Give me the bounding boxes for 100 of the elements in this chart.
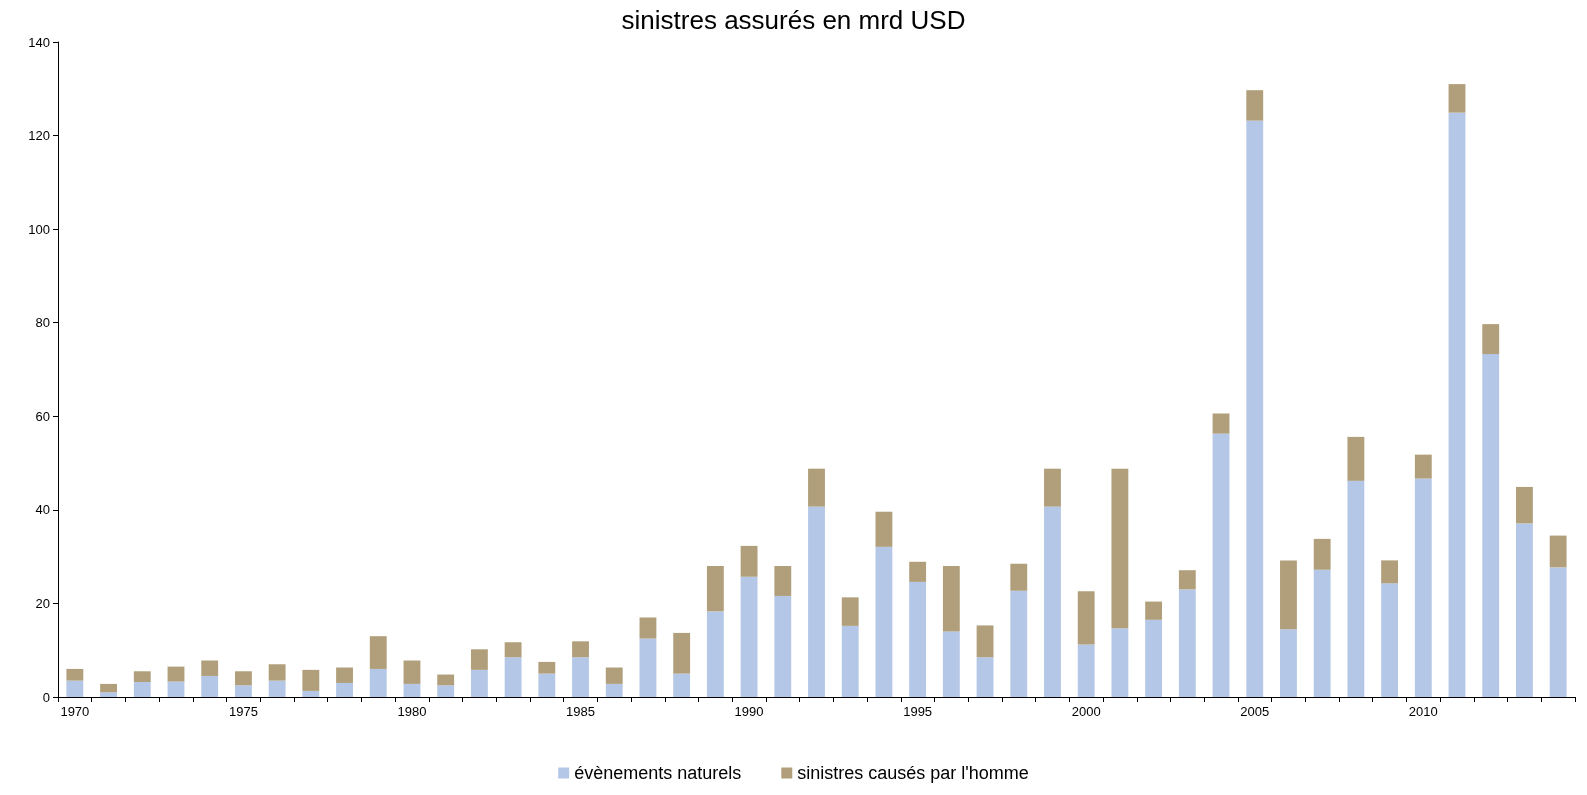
bar (1414, 454, 1432, 479)
bar (100, 683, 117, 693)
bar (1381, 560, 1399, 584)
bar (1145, 619, 1163, 697)
chart-title: sinistres assurés en mrd USD (621, 5, 966, 35)
bar (841, 625, 859, 697)
bar (437, 685, 455, 697)
bar (706, 566, 724, 612)
bar (1145, 601, 1163, 620)
x-tick-label: 2000 (1071, 704, 1101, 719)
bar (841, 597, 859, 626)
bar (538, 661, 556, 674)
bar (403, 683, 421, 697)
bar (808, 468, 825, 507)
legend-label: évènements naturels (574, 763, 742, 783)
bar (100, 692, 117, 697)
bar (1077, 591, 1095, 645)
bar (1280, 560, 1297, 630)
bar (234, 671, 252, 686)
bar (1347, 480, 1365, 697)
bar (1044, 468, 1061, 507)
bar (740, 545, 758, 577)
bar (673, 673, 691, 697)
bar (1549, 535, 1567, 568)
bar (942, 631, 960, 697)
x-tick-label: 2010 (1408, 704, 1438, 719)
y-tick-label: 40 (35, 502, 50, 518)
bar (1111, 628, 1129, 697)
bar (1178, 570, 1196, 590)
bar (504, 642, 522, 658)
y-tick-label: 60 (35, 408, 50, 424)
x-tick-label: 1995 (903, 704, 933, 719)
bar (1280, 629, 1297, 697)
bar (605, 683, 623, 697)
bar (909, 561, 927, 582)
bar (1482, 324, 1500, 355)
y-tick-label: 20 (35, 595, 50, 611)
y-tick-label: 140 (28, 34, 50, 50)
bar (268, 664, 286, 681)
bar (403, 660, 421, 684)
bar (1516, 486, 1533, 524)
bar (976, 625, 994, 658)
bar (1482, 354, 1500, 697)
bar (976, 657, 994, 697)
y-tick-label: 120 (28, 128, 50, 144)
x-tick-label: 1975 (228, 704, 258, 719)
bar (470, 649, 488, 670)
bar (639, 617, 657, 639)
bar (167, 681, 185, 697)
bar (1549, 567, 1567, 697)
bar (605, 667, 623, 684)
bar (1448, 112, 1466, 697)
x-tick-label: 1990 (734, 704, 764, 719)
x-tick-label: 1985 (566, 704, 595, 719)
bar (234, 685, 252, 697)
bar (133, 682, 151, 697)
bar (1010, 563, 1028, 591)
bar (639, 638, 657, 697)
bar (875, 511, 893, 547)
bar (369, 668, 387, 697)
bar (369, 636, 387, 669)
bar (673, 632, 691, 674)
bar (942, 566, 960, 632)
bar (504, 657, 522, 697)
bar (1010, 590, 1028, 697)
bar (774, 566, 792, 596)
bar (1111, 468, 1129, 629)
bar (336, 682, 353, 697)
y-tick-label: 0 (42, 689, 50, 705)
x-tick-label: 1970 (60, 704, 90, 719)
legend-label: sinistres causés par l'homme (797, 763, 1029, 783)
bar (66, 680, 84, 697)
bar (740, 576, 758, 697)
bar (302, 690, 320, 697)
bar (909, 581, 927, 697)
bar (1212, 433, 1230, 697)
bar (1347, 436, 1365, 481)
bar (1516, 523, 1533, 697)
bar (1448, 84, 1466, 113)
bar (133, 671, 151, 683)
bar (1381, 583, 1399, 697)
bar (201, 675, 219, 697)
bar (201, 660, 219, 676)
bar (1313, 538, 1331, 570)
y-tick-label: 80 (35, 315, 50, 331)
bar (1178, 589, 1196, 697)
bar (302, 669, 320, 691)
bar (470, 669, 488, 697)
bar (538, 673, 556, 697)
bar (1313, 569, 1331, 697)
bar (572, 641, 589, 658)
bar (66, 668, 84, 681)
bar (167, 666, 185, 682)
bar (1246, 120, 1264, 697)
bar (1077, 644, 1095, 697)
bar (572, 657, 589, 697)
bar (1246, 90, 1264, 121)
bar (1044, 506, 1061, 697)
bar (808, 506, 825, 697)
bar (1414, 478, 1432, 697)
